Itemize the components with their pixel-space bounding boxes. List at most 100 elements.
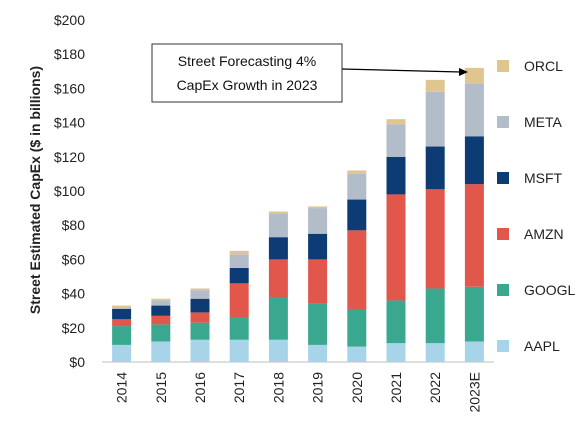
y-tick-label: $60 <box>62 251 86 267</box>
legend-label-orcl: ORCL <box>524 58 563 74</box>
bar-segment-googl <box>464 286 484 342</box>
x-tick-label: 2020 <box>349 372 365 403</box>
y-tick-label: $80 <box>62 217 86 233</box>
bar-segment-meta <box>151 300 171 306</box>
annotation-box <box>151 43 343 103</box>
legend-label-googl: GOOGL <box>524 282 576 298</box>
bar-segment-googl <box>347 308 367 347</box>
bar-segment-msft <box>190 298 210 313</box>
bar-segment-orcl <box>268 211 288 214</box>
bar-segment-meta <box>308 208 328 234</box>
bar-segment-amzn <box>386 194 406 301</box>
bar-segment-msft <box>425 146 445 190</box>
x-tick-label: 2014 <box>114 372 130 403</box>
bar-segment-googl <box>386 300 406 344</box>
bar-segment-googl <box>190 322 210 340</box>
bar-segment-aapl <box>425 343 445 362</box>
bar-segment-amzn <box>190 312 210 323</box>
y-tick-label: $0 <box>69 354 85 370</box>
bar-segment-amzn <box>151 315 171 325</box>
x-axis-ticks: 2014 2015 2016 2017 2018 2019 2020 2021 2022 2023… <box>114 372 483 413</box>
legend-swatch-orcl <box>497 60 509 72</box>
bar-segment-googl <box>112 326 132 345</box>
annotation-line-2: CapEx Growth in 2023 <box>177 77 318 93</box>
bar-segment-msft <box>386 156 406 195</box>
bar-segment-orcl <box>347 170 367 174</box>
x-tick-label: 2017 <box>231 372 247 403</box>
bar-segment-orcl <box>425 79 445 92</box>
bar-segment-aapl <box>190 339 210 362</box>
bar-segment-aapl <box>151 341 171 362</box>
y-tick-label: $100 <box>54 183 85 199</box>
bar-segment-meta <box>347 173 367 200</box>
bar-segment-orcl <box>112 305 132 308</box>
bar-segment-meta <box>112 307 132 309</box>
bar-segment-googl <box>425 288 445 344</box>
legend-swatch-amzn <box>497 228 509 240</box>
legend-label-amzn: AMZN <box>524 226 564 242</box>
bar-segment-amzn <box>268 259 288 298</box>
bar-segment-orcl <box>386 119 406 125</box>
y-tick-label: $200 <box>54 12 85 28</box>
y-tick-label: $160 <box>54 80 85 96</box>
bar-segment-amzn <box>112 319 132 327</box>
bar-segment-googl <box>308 303 328 345</box>
bar-segment-msft <box>464 136 484 185</box>
bar-segment-googl <box>229 317 249 340</box>
legend-swatch-meta <box>497 116 509 128</box>
annotation-arrowhead <box>459 68 468 76</box>
bar-segment-msft <box>229 267 249 284</box>
bar-segment-msft <box>347 199 367 231</box>
bar-segment-googl <box>151 324 171 342</box>
y-tick-label: $180 <box>54 46 85 62</box>
bar-segment-aapl <box>464 341 484 362</box>
y-tick-label: $20 <box>62 320 86 336</box>
y-tick-label: $40 <box>62 286 86 302</box>
x-tick-label: 2015 <box>153 372 169 403</box>
bar-segment-meta <box>268 213 288 238</box>
bar-segment-meta <box>229 254 249 268</box>
bar-segment-amzn <box>308 259 328 304</box>
annotation-line-1: Street Forecasting 4% <box>178 53 317 69</box>
bar-segment-aapl <box>386 343 406 362</box>
legend-swatch-googl <box>497 284 509 296</box>
annotation-arrow <box>341 68 462 73</box>
y-tick-label: $140 <box>54 115 85 131</box>
legend-label-aapl: AAPL <box>524 338 560 354</box>
bar-stacks <box>112 67 484 362</box>
y-axis-ticks: $0 $20 $40 $60 $80 $100 $120 $140 $160 $180 $200 <box>54 12 85 370</box>
x-tick-label: 2019 <box>310 372 326 403</box>
x-tick-label: 2023E <box>466 372 482 412</box>
bar-segment-orcl <box>308 206 328 209</box>
legend: ORCL META MSFT AMZN GOOGL AAPL <box>497 58 576 354</box>
bar-segment-aapl <box>229 339 249 362</box>
annotation: Street Forecasting 4% CapEx Growth in 20… <box>151 43 468 103</box>
bar-segment-meta <box>425 91 445 147</box>
legend-swatch-msft <box>497 172 509 184</box>
bar-segment-googl <box>268 297 288 340</box>
bar-segment-amzn <box>425 189 445 289</box>
bar-segment-aapl <box>308 344 328 362</box>
bar-segment-amzn <box>464 184 484 287</box>
legend-label-meta: META <box>524 114 563 130</box>
bar-segment-aapl <box>268 339 288 362</box>
x-tick-label: 2016 <box>192 372 208 403</box>
bar-segment-meta <box>464 83 484 137</box>
bar-segment-aapl <box>347 346 367 362</box>
bar-segment-msft <box>112 308 132 320</box>
x-tick-label: 2021 <box>388 372 404 403</box>
bar-segment-orcl <box>229 250 249 255</box>
legend-swatch-aapl <box>497 340 509 352</box>
x-tick-label: 2022 <box>427 372 443 403</box>
bar-segment-aapl <box>112 344 132 362</box>
bar-segment-msft <box>308 233 328 260</box>
bar-segment-msft <box>268 237 288 260</box>
y-axis-title: Street Estimated CapEx ($ in billions) <box>27 66 43 314</box>
y-tick-label: $120 <box>54 149 85 165</box>
bar-segment-amzn <box>229 283 249 318</box>
bar-segment-amzn <box>347 230 367 309</box>
legend-label-msft: MSFT <box>524 170 563 186</box>
x-tick-label: 2018 <box>270 372 286 403</box>
bar-segment-orcl <box>151 298 171 301</box>
bar-segment-msft <box>151 305 171 316</box>
